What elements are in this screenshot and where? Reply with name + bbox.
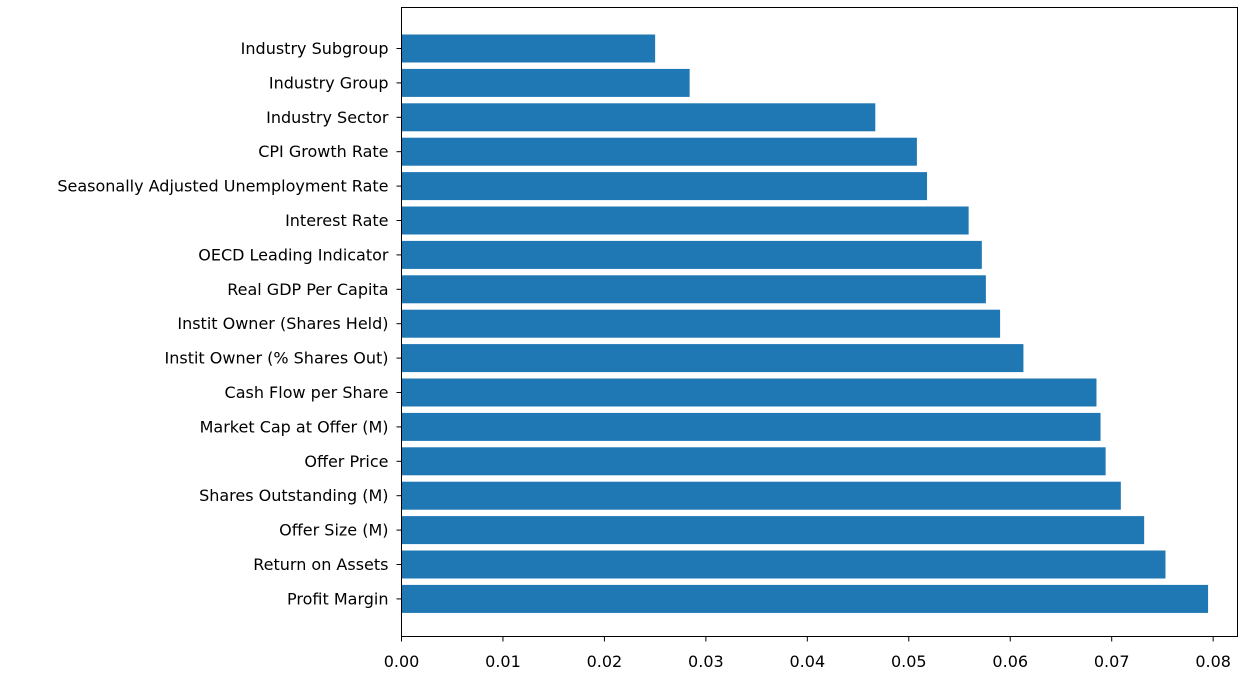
x-tick-label: 0.02: [587, 652, 623, 671]
y-tick-label: Shares Outstanding (M): [199, 486, 388, 505]
x-tick-label: 0.08: [1195, 652, 1231, 671]
bar: [401, 550, 1166, 579]
y-tick-label: Instit Owner (Shares Held): [177, 314, 388, 333]
x-tick-label: 0.06: [992, 652, 1028, 671]
x-tick-label: 0.01: [485, 652, 521, 671]
y-tick-label: Seasonally Adjusted Unemployment Rate: [57, 177, 388, 196]
y-tick-label: Market Cap at Offer (M): [200, 417, 389, 436]
x-tick-label: 0.04: [790, 652, 826, 671]
bar: [401, 68, 690, 97]
y-tick-label: Instit Owner (% Shares Out): [165, 349, 389, 368]
y-tick-label: Offer Size (M): [279, 521, 388, 540]
bar: [401, 206, 969, 235]
bar: [401, 275, 986, 304]
y-tick-label: Industry Sector: [266, 108, 389, 127]
bars-group: [401, 34, 1209, 613]
y-tick-label: CPI Growth Rate: [258, 142, 388, 161]
y-tick-label: Profit Margin: [287, 589, 388, 608]
y-tick-label: Cash Flow per Share: [225, 383, 389, 402]
y-tick-label: OECD Leading Indicator: [198, 245, 389, 264]
bar: [401, 584, 1209, 613]
bar: [401, 481, 1121, 510]
y-tick-label: Return on Assets: [253, 555, 388, 574]
y-tick-label: Industry Group: [269, 73, 389, 92]
y-tick-label: Interest Rate: [285, 211, 388, 230]
bar: [401, 412, 1101, 441]
bar: [401, 309, 1001, 338]
y-tick-labels: Industry Subgroup Industry Group Industry …: [57, 39, 402, 608]
axes-frame: [401, 7, 1238, 637]
bar: [401, 378, 1097, 407]
bar: [401, 516, 1145, 545]
x-tick-label: 0.00: [384, 652, 420, 671]
x-tick-label: 0.07: [1094, 652, 1130, 671]
bar: [401, 137, 917, 166]
y-tick-label: Industry Subgroup: [241, 39, 389, 58]
x-tick-label: 0.03: [688, 652, 724, 671]
x-ticks: 0.00 0.01 0.02 0.03 0.04 0.05 0.06 0.07 0.08: [384, 636, 1231, 671]
bar: [401, 34, 656, 63]
y-tick-label: Offer Price: [304, 452, 388, 471]
bar: [401, 344, 1024, 373]
x-tick-label: 0.05: [891, 652, 927, 671]
y-tick-label: Real GDP Per Capita: [227, 280, 388, 299]
bar: [401, 447, 1106, 476]
bar: [401, 240, 982, 269]
bar: [401, 103, 876, 132]
bar: [401, 172, 928, 201]
